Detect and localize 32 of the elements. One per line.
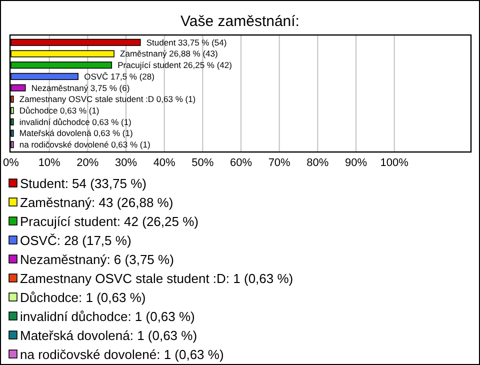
data-label: Důchodce 0,63 % (1) bbox=[19, 106, 100, 116]
data-label: invalidní důchodce 0,63 % (1) bbox=[19, 116, 132, 127]
legend-label: Nezaměstnaný: 6 (3,75 %) bbox=[20, 252, 174, 267]
x-tick-label: 70% bbox=[268, 156, 291, 169]
x-tick-label: 30% bbox=[114, 156, 138, 169]
x-tick-label: 20% bbox=[76, 156, 99, 169]
x-tick-label: 50% bbox=[192, 156, 214, 169]
legend-label: Student: 54 (33,75 %) bbox=[20, 176, 146, 191]
data-label: Nezaměstnaný 3,75 % (6) bbox=[31, 82, 130, 93]
x-tick-label: 0% bbox=[3, 156, 20, 169]
data-label: Student 33,75 % (54) bbox=[146, 37, 227, 48]
data-label: Zamestnany OSVC stale student :D 0,63 % (1) bbox=[19, 94, 196, 104]
legend-label: Důchodce: 1 (0,63 %) bbox=[20, 290, 146, 305]
x-tick-label: 10% bbox=[38, 156, 61, 169]
legend-label: OSVČ: 28 (17,5 %) bbox=[20, 233, 132, 248]
legend-label: Zamestnany OSVC stale student :D: 1 (0,63 %) bbox=[20, 271, 294, 286]
data-label: OSVČ 17,5 % (28) bbox=[84, 71, 155, 82]
x-tick-label: 90% bbox=[344, 156, 368, 169]
data-label: Mateřská dovolená 0,63 % (1) bbox=[19, 128, 133, 138]
legend-label: Pracující student: 42 (26,25 %) bbox=[20, 214, 198, 229]
data-label: Zaměstnaný 26,88 % (43) bbox=[120, 48, 218, 59]
legend-label: invalidní důchodce: 1 (0,63 %) bbox=[20, 309, 195, 324]
data-label: na rodičovské dovolené 0,63 % (1) bbox=[19, 140, 150, 150]
legend-label: na rodičovské dovolené: 1 (0,63 %) bbox=[20, 347, 224, 362]
legend-label: Mateřská dovolená: 1 (0,63 %) bbox=[20, 328, 198, 343]
legend-label: Zaměstnaný: 43 (26,88 %) bbox=[20, 195, 174, 210]
x-tick-label: 40% bbox=[153, 156, 176, 169]
data-label: Pracující student 26,25 % (42) bbox=[118, 60, 232, 70]
x-tick-label: 100% bbox=[380, 156, 409, 169]
x-tick-label: 60% bbox=[230, 156, 252, 169]
chart-title: Vaše zaměstnání: bbox=[180, 13, 300, 30]
x-tick-label: 80% bbox=[306, 156, 329, 169]
